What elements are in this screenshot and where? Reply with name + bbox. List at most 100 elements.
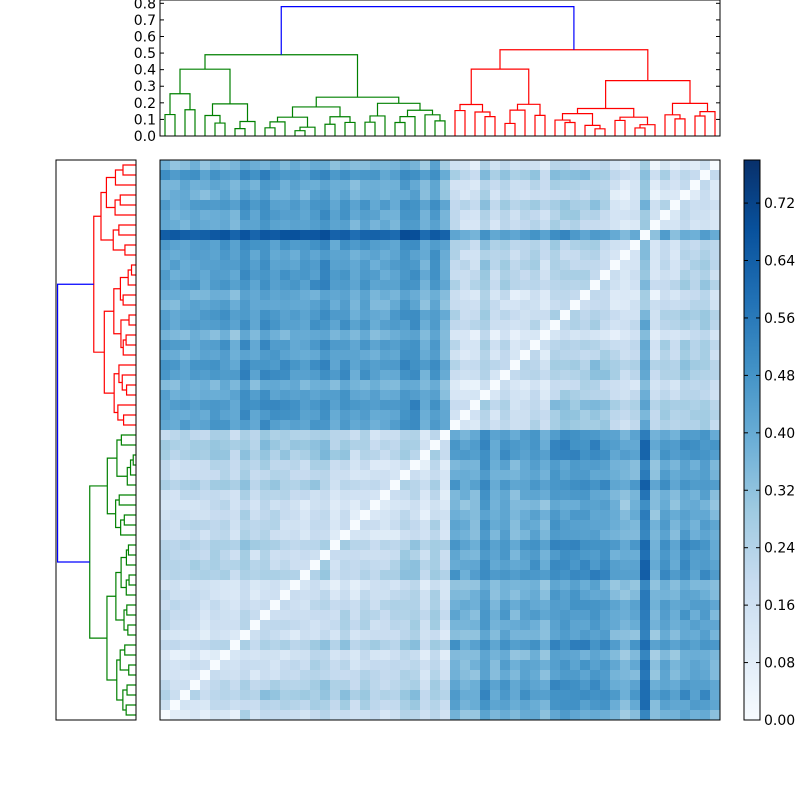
heatmap-cell xyxy=(700,280,711,291)
heatmap-cell xyxy=(630,430,641,441)
heatmap-cell xyxy=(360,590,371,601)
heatmap-cell xyxy=(390,240,401,251)
heatmap-cell xyxy=(430,610,441,621)
heatmap-cell xyxy=(440,570,451,581)
heatmap-cell xyxy=(190,210,201,221)
heatmap-cell xyxy=(670,410,681,421)
heatmap-cell xyxy=(310,600,321,611)
dendrogram-link xyxy=(406,109,434,117)
heatmap-cell xyxy=(260,180,271,191)
heatmap-cell xyxy=(700,480,711,491)
heatmap-cell xyxy=(650,630,661,641)
heatmap-cell xyxy=(280,210,291,221)
heatmap-cell xyxy=(220,330,231,341)
heatmap-cell xyxy=(590,710,601,721)
heatmap-cell xyxy=(160,590,171,601)
heatmap-cell xyxy=(260,300,271,311)
heatmap-cell xyxy=(290,450,301,461)
heatmap-cell xyxy=(330,510,341,521)
heatmap-cell xyxy=(590,610,601,621)
heatmap-cell xyxy=(420,610,431,621)
heatmap-cell xyxy=(240,170,251,181)
heatmap-cell xyxy=(280,630,291,641)
colorbar-tick-label: 0.64 xyxy=(764,254,795,270)
heatmap-cell xyxy=(620,270,631,281)
heatmap-cell xyxy=(360,160,371,171)
heatmap-cell xyxy=(570,190,581,201)
heatmap-cell xyxy=(180,710,191,721)
heatmap-cell xyxy=(350,380,361,391)
heatmap-cell xyxy=(360,570,371,581)
heatmap-cell xyxy=(590,700,601,711)
heatmap-cell xyxy=(620,280,631,291)
heatmap-cell xyxy=(410,380,421,391)
heatmap-cell xyxy=(690,610,701,621)
dendrogram-link xyxy=(114,199,136,216)
heatmap-cell xyxy=(570,250,581,261)
heatmap-cell xyxy=(670,240,681,251)
heatmap-cell xyxy=(280,380,291,391)
heatmap-cell xyxy=(560,320,571,331)
heatmap-cell xyxy=(540,580,551,591)
dendrogram-link xyxy=(619,116,649,125)
heatmap-cell xyxy=(600,300,611,311)
heatmap-cell xyxy=(500,430,511,441)
heatmap-cell xyxy=(670,160,681,171)
heatmap-cell xyxy=(670,220,681,231)
heatmap-cell xyxy=(360,580,371,591)
heatmap-cell xyxy=(500,620,511,631)
heatmap-cell xyxy=(320,300,331,311)
heatmap-cell xyxy=(660,570,671,581)
top-dendrogram-frame xyxy=(159,0,721,137)
heatmap-cell xyxy=(400,330,411,341)
heatmap-cell xyxy=(320,570,331,581)
heatmap-cell xyxy=(660,380,671,391)
heatmap-cell xyxy=(600,380,611,391)
heatmap-cell xyxy=(600,310,611,321)
heatmap-cell xyxy=(430,460,441,471)
heatmap-cell xyxy=(280,580,291,591)
heatmap-cell xyxy=(710,530,721,541)
heatmap-cell xyxy=(400,580,411,591)
dendrogram-link xyxy=(118,224,136,236)
heatmap-cell xyxy=(470,170,481,181)
heatmap-cell xyxy=(560,360,571,371)
heatmap-cell xyxy=(660,310,671,321)
heatmap-cell xyxy=(680,490,691,501)
dendrogram-link xyxy=(113,373,119,414)
heatmap-cell xyxy=(580,300,591,311)
heatmap-cell xyxy=(670,400,681,411)
heatmap-cell xyxy=(210,240,221,251)
heatmap-cell xyxy=(510,270,521,281)
heatmap-cell xyxy=(670,490,681,501)
heatmap-cell xyxy=(290,670,301,681)
heatmap-cell xyxy=(440,640,451,651)
heatmap-cell xyxy=(370,600,381,611)
heatmap-cell xyxy=(510,560,521,571)
heatmap-cell xyxy=(600,650,611,661)
heatmap-cell xyxy=(510,380,521,391)
heatmap-cell xyxy=(620,700,631,711)
heatmap-cell xyxy=(200,660,211,671)
heatmap-cell xyxy=(390,370,401,381)
heatmap-cell xyxy=(550,220,561,231)
heatmap-cell xyxy=(210,480,221,491)
heatmap-cell xyxy=(240,420,251,431)
heatmap-cell xyxy=(480,160,491,171)
heatmap-cell xyxy=(450,340,461,351)
heatmap-cell xyxy=(560,440,571,451)
heatmap-cell xyxy=(370,170,381,181)
heatmap-cell xyxy=(190,350,201,361)
heatmap-cell xyxy=(670,510,681,521)
heatmap-cell xyxy=(620,650,631,661)
heatmap-cell xyxy=(610,600,621,611)
heatmap-cell xyxy=(490,220,501,231)
heatmap-cell xyxy=(370,580,381,591)
heatmap-cell xyxy=(290,480,301,491)
heatmap-cell xyxy=(440,680,451,691)
heatmap-cell xyxy=(530,410,541,421)
heatmap-cell xyxy=(700,650,711,661)
heatmap-cell xyxy=(630,530,641,541)
heatmap-cell xyxy=(400,320,411,331)
heatmap-cell xyxy=(420,350,431,361)
